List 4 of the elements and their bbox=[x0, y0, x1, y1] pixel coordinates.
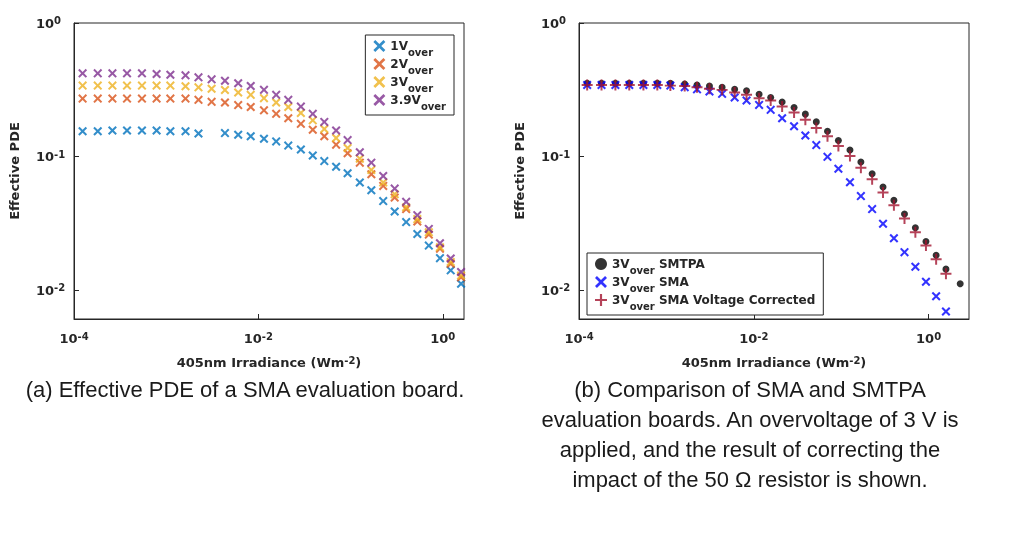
text: (b) Comparison of SMA and SMTPA evaluation boards. An overvoltage of 3 V is applied, and the result of correcting the impact of the 50 Ω resistor is shown. bbox=[540, 376, 960, 494]
y-axis-title: Effective PDE bbox=[512, 122, 527, 220]
y-axis-title: Effective PDE bbox=[7, 122, 22, 220]
text: (a) Effective PDE of a SMA evaluation board. bbox=[24, 376, 466, 404]
